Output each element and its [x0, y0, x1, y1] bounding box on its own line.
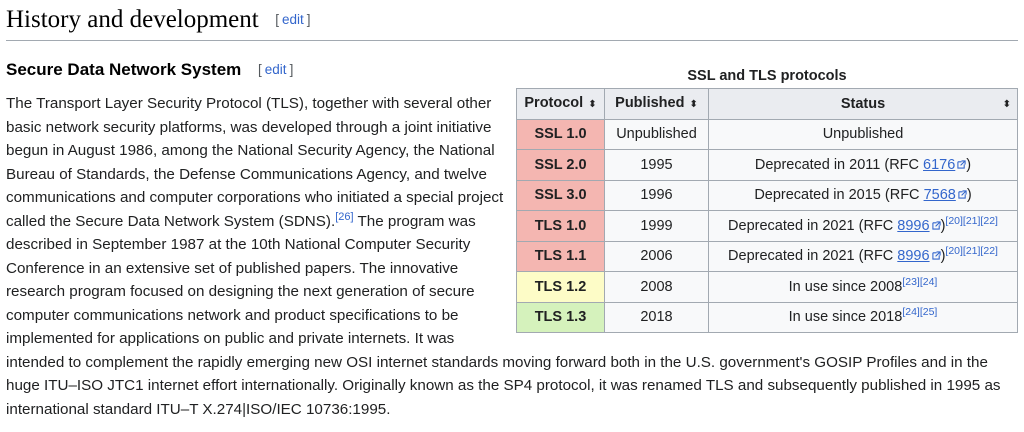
table-row: TLS 1.1 2006 Deprecated in 2021 (RFC 8996)…: [516, 240, 1018, 272]
published-cell: 1999: [604, 210, 709, 242]
status-text: Deprecated in 2015 (RFC: [754, 187, 924, 204]
article-paragraph: SSL and TLS protocols Protocol ⬍ Publishe…: [6, 68, 1018, 421]
table-row: SSL 3.0 1996 Deprecated in 2015 (RFC 7568): [516, 179, 1018, 211]
citation-refs[interactable]: [24][25]: [902, 306, 938, 319]
protocol-cell: TLS 1.3: [516, 301, 605, 333]
status-cell: Deprecated in 2011 (RFC 6176): [708, 149, 1018, 181]
published-cell: Unpublished: [604, 118, 709, 150]
header-status[interactable]: Status ⬍: [708, 88, 1018, 120]
status-close: ): [940, 248, 946, 265]
paragraph-text-2: The program was described in September 1…: [6, 212, 1001, 418]
section-edit: [edit]: [275, 12, 311, 27]
table-caption: SSL and TLS protocols: [687, 68, 847, 84]
table-row: SSL 1.0 Unpublished Unpublished: [516, 118, 1018, 150]
header-published[interactable]: Published ⬍: [604, 88, 709, 120]
published-cell: 1996: [604, 179, 709, 211]
protocol-cell: SSL 3.0: [516, 179, 605, 211]
published-cell: 2018: [604, 301, 709, 333]
table-header-row: Protocol ⬍ Published ⬍ Status ⬍: [516, 88, 1018, 120]
published-cell: 2006: [604, 240, 709, 272]
published-cell: 2008: [604, 271, 709, 303]
status-cell: Deprecated in 2021 (RFC 8996)[20][21][22…: [708, 240, 1018, 272]
protocol-cell: TLS 1.2: [516, 271, 605, 303]
subsection-edit: [edit]: [258, 62, 294, 77]
protocols-table: Protocol ⬍ Published ⬍ Status ⬍ SSL 1.0 Unpu…: [516, 88, 1018, 333]
protocol-cell: TLS 1.0: [516, 210, 605, 242]
status-cell: Deprecated in 2015 (RFC 7568): [708, 179, 1018, 211]
status-close: ): [966, 187, 972, 204]
status-text: Deprecated in 2021 (RFC: [728, 217, 898, 234]
table-row: TLS 1.3 2018 In use since 2018[24][25]: [516, 301, 1018, 333]
citation-refs[interactable]: [20][21][22]: [945, 214, 998, 227]
external-link-icon: [931, 221, 941, 230]
citation-refs[interactable]: [20][21][22]: [945, 245, 998, 258]
status-cell: Unpublished: [708, 118, 1018, 150]
subsection-heading: Secure Data Network System [edit]: [6, 59, 293, 81]
table-row: SSL 2.0 1995 Deprecated in 2011 (RFC 6176): [516, 149, 1018, 181]
status-text: In use since 2018: [788, 309, 903, 326]
status-text: Deprecated in 2021 (RFC: [728, 248, 898, 265]
citation-26[interactable]: [26]: [335, 210, 354, 223]
status-close: ): [966, 156, 972, 173]
rfc-link[interactable]: 8996: [897, 217, 930, 234]
status-cell: In use since 2018[24][25]: [708, 301, 1018, 333]
status-cell: In use since 2008[23][24]: [708, 271, 1018, 303]
section-title: History and development: [6, 6, 259, 33]
table-row: TLS 1.2 2008 In use since 2008[23][24]: [516, 271, 1018, 303]
rfc-link[interactable]: 7568: [923, 187, 956, 204]
published-cell: 1995: [604, 149, 709, 181]
protocol-cell: TLS 1.1: [516, 240, 605, 272]
section-heading: History and development [edit]: [6, 5, 1018, 41]
table-row: TLS 1.0 1999 Deprecated in 2021 (RFC 8996)…: [516, 210, 1018, 242]
sort-arrows-icon[interactable]: ⬍: [1002, 99, 1011, 110]
subsection-title: Secure Data Network System: [6, 60, 242, 79]
sort-arrows-icon[interactable]: ⬍: [689, 98, 698, 110]
status-text: In use since 2008: [788, 278, 903, 295]
header-protocol[interactable]: Protocol ⬍: [516, 88, 605, 120]
sort-arrows-icon[interactable]: ⬍: [588, 98, 597, 110]
status-text: Unpublished: [822, 126, 904, 143]
protocol-cell: SSL 1.0: [516, 118, 605, 150]
subsection-edit-link[interactable]: edit: [264, 62, 287, 77]
paragraph-text-1: The Transport Layer Security Protocol (T…: [6, 95, 504, 230]
protocols-infobox: SSL and TLS protocols Protocol ⬍ Publishe…: [516, 62, 1018, 333]
external-link-icon: [957, 160, 966, 169]
status-text: Deprecated in 2011 (RFC: [754, 156, 924, 173]
status-cell: Deprecated in 2021 (RFC 8996)[20][21][22…: [708, 210, 1018, 242]
rfc-link[interactable]: 8996: [897, 248, 930, 265]
rfc-link[interactable]: 6176: [923, 156, 956, 173]
section-edit-link[interactable]: edit: [281, 12, 304, 27]
external-link-icon: [958, 190, 967, 199]
protocol-cell: SSL 2.0: [516, 149, 605, 181]
status-close: ): [940, 217, 946, 234]
external-link-icon: [931, 251, 941, 260]
citation-refs[interactable]: [23][24]: [902, 275, 938, 288]
